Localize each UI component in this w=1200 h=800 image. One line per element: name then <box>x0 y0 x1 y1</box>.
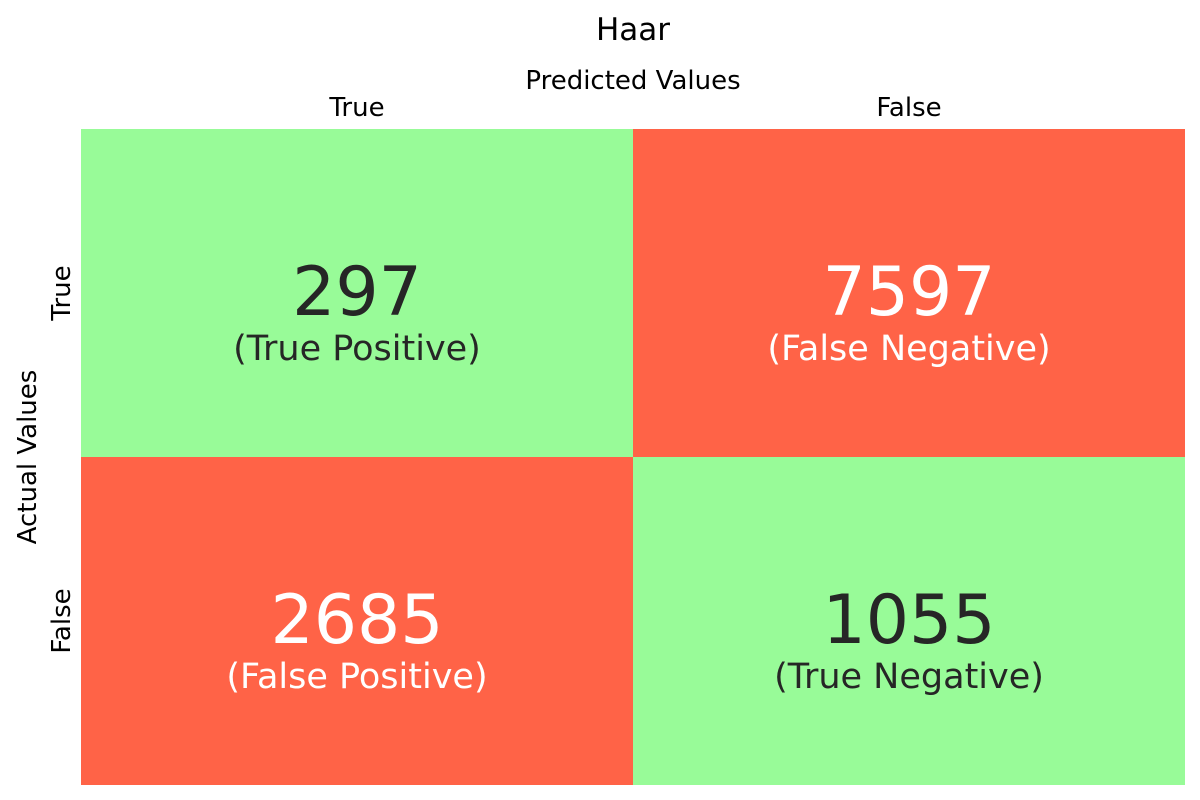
cell-value: 2685 <box>270 581 444 660</box>
x-axis-label: Predicted Values <box>525 66 741 96</box>
y-axis-label: Actual Values <box>13 369 43 545</box>
cell-true-positive: 297 (True Positive) <box>81 129 633 457</box>
cell-value: 7597 <box>822 253 996 332</box>
x-tick-label-false: False <box>876 93 942 123</box>
chart-title: Haar <box>595 12 671 48</box>
cell-value: 1055 <box>822 581 996 660</box>
x-tick-label-true: True <box>329 93 385 123</box>
cell-label: (True Positive) <box>233 329 481 369</box>
cell-false-negative: 7597 (False Negative) <box>633 129 1185 457</box>
cell-label: (False Negative) <box>767 329 1051 369</box>
cell-value: 297 <box>292 253 422 332</box>
cell-label: (True Negative) <box>774 657 1044 697</box>
y-tick-label-true: True <box>47 265 77 321</box>
cell-label: (False Positive) <box>226 657 488 697</box>
y-tick-label-false: False <box>47 588 77 654</box>
cell-true-negative: 1055 (True Negative) <box>633 457 1185 785</box>
cell-false-positive: 2685 (False Positive) <box>81 457 633 785</box>
